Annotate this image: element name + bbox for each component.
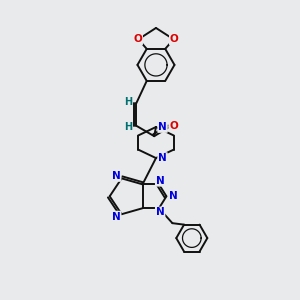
Text: N: N <box>158 122 167 132</box>
Text: O: O <box>169 121 178 131</box>
Text: H: H <box>124 122 132 132</box>
Text: N: N <box>156 176 164 186</box>
Text: N: N <box>112 171 121 181</box>
Text: N: N <box>112 212 121 222</box>
Text: N: N <box>158 153 167 163</box>
Text: O: O <box>170 34 178 44</box>
Text: N: N <box>156 207 164 218</box>
Text: O: O <box>134 34 142 44</box>
Text: N: N <box>169 191 177 201</box>
Text: H: H <box>124 97 132 107</box>
